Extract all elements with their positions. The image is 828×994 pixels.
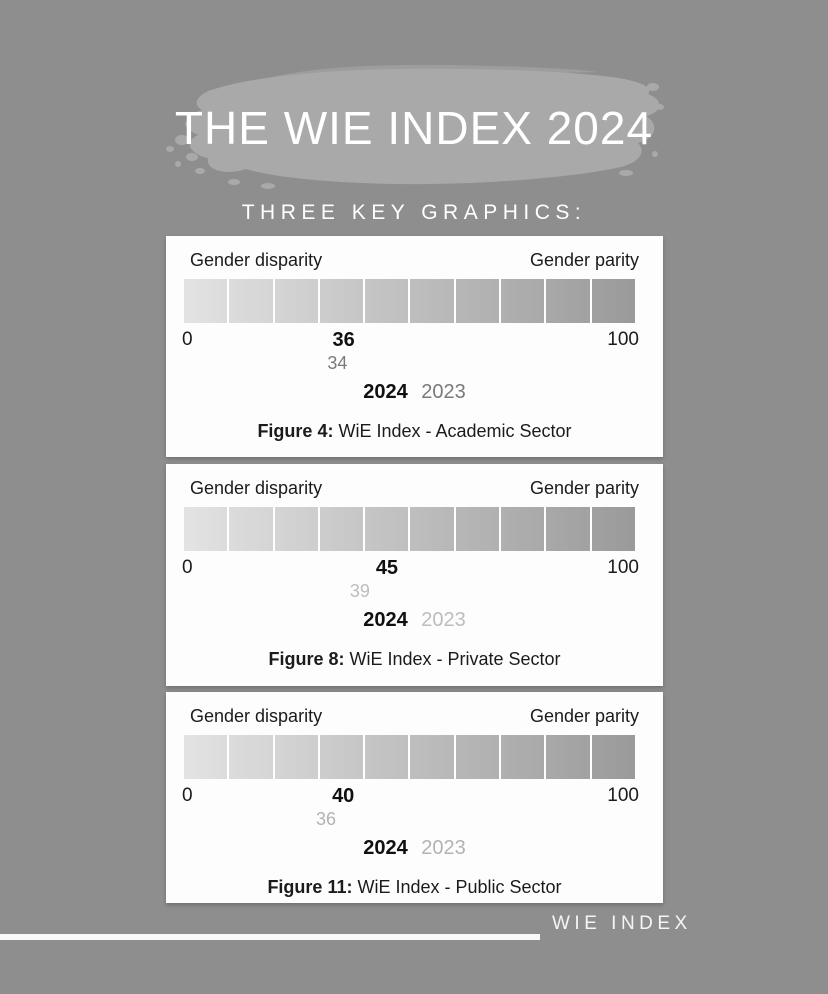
legend-2024: 2024 xyxy=(363,381,408,403)
bar-segment xyxy=(453,735,499,779)
bar-segment xyxy=(589,279,635,323)
bar-segment xyxy=(363,735,408,779)
bar-segment xyxy=(272,735,318,779)
value-2023-marker: 39 xyxy=(349,581,370,601)
gender-parity-label: Gender parity xyxy=(529,478,639,498)
bar-segment xyxy=(272,507,318,551)
legend: 2024 2023 xyxy=(166,380,663,404)
figure-title: WiE Index - Public Sector xyxy=(357,877,562,897)
figure-number: Figure 11: xyxy=(267,877,353,897)
legend-2024: 2024 xyxy=(363,609,408,631)
axis-max-label: 100 xyxy=(607,329,639,350)
scale-endpoint-labels: Gender disparity Gender parity xyxy=(190,477,639,499)
bar-segment xyxy=(589,735,635,779)
axis-min-label: 0 xyxy=(182,557,193,578)
gender-parity-label: Gender parity xyxy=(529,250,639,270)
value-2023-marker: 36 xyxy=(316,809,337,829)
bar-segment xyxy=(317,735,363,779)
bar-segment xyxy=(184,279,227,323)
bar-segment xyxy=(227,507,272,551)
figure-title: WiE Index - Private Sector xyxy=(349,649,561,669)
bar-segment xyxy=(499,279,544,323)
axis-min-label: 0 xyxy=(182,785,193,806)
axis-max-label: 100 xyxy=(607,557,639,578)
axis-row: 0 40 100 xyxy=(182,784,639,808)
gender-disparity-label: Gender disparity xyxy=(190,478,323,498)
bar-segment xyxy=(589,507,635,551)
figure-card-private: Gender disparity Gender parity 0 45 100 … xyxy=(166,464,663,686)
bar-segment xyxy=(499,507,544,551)
value-2023-marker: 34 xyxy=(327,353,348,373)
legend-2023: 2023 xyxy=(421,609,466,631)
index-scale-bar xyxy=(184,735,635,779)
previous-year-row: 34 xyxy=(184,352,635,374)
page-subtitle: THREE KEY GRAPHICS: xyxy=(241,201,587,224)
bar-segment xyxy=(544,279,589,323)
figure-title: WiE Index - Academic Sector xyxy=(338,421,572,441)
brush-stroke-graphic xyxy=(148,58,670,200)
figure-number: Figure 4: xyxy=(257,421,334,441)
value-2024-marker: 36 xyxy=(332,329,355,351)
gender-disparity-label: Gender disparity xyxy=(190,250,323,270)
legend: 2024 2023 xyxy=(166,608,663,632)
scale-endpoint-labels: Gender disparity Gender parity xyxy=(190,249,639,271)
axis-max-label: 100 xyxy=(607,785,639,806)
bar-segment xyxy=(363,507,408,551)
bar-segment xyxy=(317,279,363,323)
footer-divider-line xyxy=(0,934,540,940)
previous-year-row: 39 xyxy=(184,580,635,602)
bar-segment xyxy=(453,507,499,551)
figure-card-academic: Gender disparity Gender parity 0 36 100 … xyxy=(166,236,663,457)
bar-segment xyxy=(544,507,589,551)
gender-disparity-label: Gender disparity xyxy=(190,706,323,726)
legend-2023: 2023 xyxy=(421,381,466,403)
legend-2023: 2023 xyxy=(421,837,466,859)
index-scale-bar xyxy=(184,279,635,323)
index-scale-bar xyxy=(184,507,635,551)
bar-segment xyxy=(227,279,272,323)
legend: 2024 2023 xyxy=(166,836,663,860)
value-2024-marker: 45 xyxy=(375,557,399,579)
axis-row: 0 36 100 xyxy=(182,328,639,352)
bar-segment xyxy=(453,279,499,323)
figure-caption: Figure 4: WiE Index - Academic Sector xyxy=(166,420,663,442)
figure-number: Figure 8: xyxy=(268,649,345,669)
bar-segment xyxy=(408,507,453,551)
bar-segment xyxy=(363,279,408,323)
brush-stroke-icon xyxy=(166,64,664,189)
figure-card-public: Gender disparity Gender parity 0 40 100 … xyxy=(166,692,663,903)
axis-min-label: 0 xyxy=(182,329,193,350)
bar-segment xyxy=(317,507,363,551)
bar-segment xyxy=(544,735,589,779)
bar-segment xyxy=(184,507,227,551)
page-title: THE WIE INDEX 2024 xyxy=(174,102,654,154)
figure-caption: Figure 11: WiE Index - Public Sector xyxy=(166,876,663,898)
bar-segment xyxy=(499,735,544,779)
bar-segment xyxy=(408,279,453,323)
axis-row: 0 45 100 xyxy=(182,556,639,580)
bar-segment xyxy=(272,279,318,323)
bar-segment xyxy=(227,735,272,779)
scale-endpoint-labels: Gender disparity Gender parity xyxy=(190,705,639,727)
value-2024-marker: 40 xyxy=(332,785,355,807)
figure-caption: Figure 8: WiE Index - Private Sector xyxy=(166,648,663,670)
footer-brand: WIE INDEX xyxy=(552,913,692,934)
gender-parity-label: Gender parity xyxy=(529,706,639,726)
bar-segment xyxy=(408,735,453,779)
previous-year-row: 36 xyxy=(184,808,635,830)
bar-segment xyxy=(184,735,227,779)
legend-2024: 2024 xyxy=(363,837,408,859)
